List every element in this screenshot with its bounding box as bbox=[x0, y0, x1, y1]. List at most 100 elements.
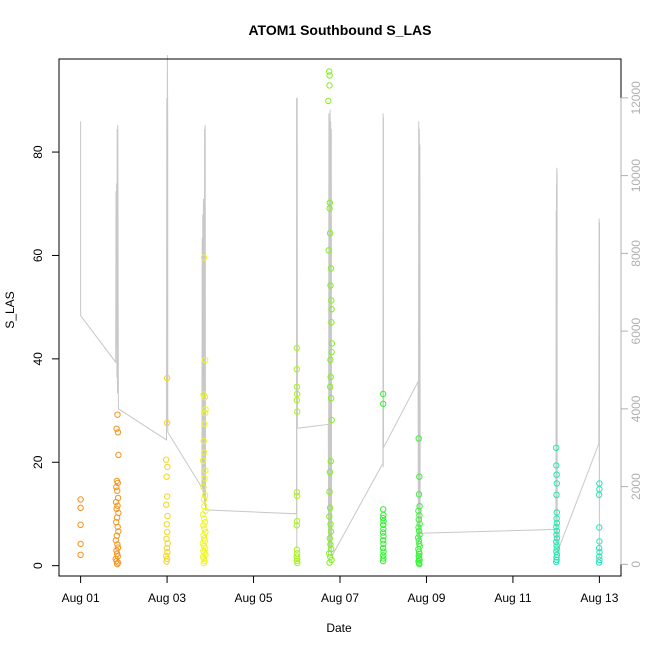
data-point bbox=[163, 521, 171, 528]
data-point bbox=[416, 560, 423, 568]
data-point bbox=[327, 395, 335, 402]
data-point bbox=[114, 544, 122, 551]
data-point bbox=[326, 513, 333, 520]
data-point bbox=[327, 541, 334, 548]
data-point bbox=[415, 524, 422, 531]
data-point bbox=[415, 534, 422, 541]
y-axis-left: 0 20 40 60 80 bbox=[31, 145, 60, 569]
data-point bbox=[199, 511, 207, 518]
y2-tick-label: 4000 bbox=[629, 395, 643, 422]
chart-title: ATOM1 Southbound S_LAS bbox=[248, 22, 431, 38]
data-point bbox=[164, 463, 171, 471]
data-point bbox=[293, 518, 301, 525]
y-axis-label: S_LAS bbox=[3, 291, 17, 328]
data-point bbox=[380, 521, 387, 528]
data-point bbox=[163, 555, 171, 563]
data-point bbox=[326, 504, 334, 511]
data-point bbox=[326, 468, 334, 476]
data-point bbox=[200, 496, 208, 503]
data-point bbox=[327, 521, 334, 528]
data-point bbox=[595, 544, 603, 552]
x-axis-label: Date bbox=[326, 621, 352, 635]
data-point bbox=[200, 559, 207, 567]
data-point bbox=[327, 373, 334, 381]
data-point bbox=[294, 559, 301, 567]
data-point bbox=[415, 507, 422, 515]
data-point bbox=[415, 527, 423, 535]
data-point bbox=[553, 480, 560, 487]
data-point bbox=[163, 456, 170, 463]
data-point bbox=[113, 514, 121, 521]
data-point bbox=[200, 483, 207, 491]
data-point bbox=[202, 406, 209, 413]
data-point bbox=[163, 419, 171, 427]
data-point bbox=[293, 383, 301, 390]
data-point bbox=[294, 408, 301, 415]
data-point bbox=[326, 559, 333, 566]
y-axis-right: 0 2000 4000 6000 8000 10000 12000 bbox=[620, 81, 643, 568]
data-point bbox=[326, 68, 333, 75]
data-point bbox=[114, 541, 121, 548]
data-point bbox=[201, 393, 209, 401]
data-point bbox=[113, 547, 120, 554]
x-tick-label: Aug 01 bbox=[62, 591, 100, 605]
data-point bbox=[380, 390, 387, 398]
x-tick-label: Aug 05 bbox=[235, 591, 273, 605]
data-point bbox=[596, 538, 603, 545]
data-point bbox=[553, 531, 560, 538]
data-point bbox=[327, 282, 334, 289]
data-point bbox=[596, 556, 603, 564]
data-point bbox=[327, 458, 334, 465]
data-point bbox=[199, 457, 207, 464]
data-point bbox=[114, 429, 122, 436]
data-point bbox=[326, 535, 333, 542]
data-point bbox=[202, 409, 209, 417]
data-point bbox=[379, 529, 387, 536]
data-point bbox=[201, 492, 209, 499]
data-point bbox=[293, 397, 300, 404]
x-tick-label: Aug 03 bbox=[148, 591, 186, 605]
data-point bbox=[77, 551, 84, 558]
data-point bbox=[327, 383, 334, 390]
data-point bbox=[113, 532, 121, 539]
data-point bbox=[77, 521, 84, 528]
x-axis: Aug 01 Aug 03 Aug 05 Aug 07 Aug 09 Aug 11 Aug … bbox=[62, 575, 619, 605]
data-point bbox=[328, 348, 335, 356]
data-point bbox=[114, 479, 122, 487]
data-point bbox=[553, 462, 560, 469]
data-point bbox=[113, 505, 120, 512]
data-point bbox=[200, 515, 208, 522]
data-point bbox=[293, 553, 300, 560]
data-point bbox=[380, 400, 387, 407]
y2-tick-label: 12000 bbox=[629, 81, 643, 115]
data-point bbox=[416, 531, 423, 538]
data-point bbox=[415, 435, 422, 442]
data-point bbox=[326, 488, 333, 495]
data-point bbox=[326, 230, 334, 237]
data-point bbox=[113, 425, 120, 432]
data-point bbox=[553, 471, 560, 478]
data-point bbox=[328, 340, 336, 347]
data-point bbox=[553, 491, 560, 498]
data-point bbox=[115, 528, 122, 535]
data-point bbox=[114, 487, 121, 494]
line-series bbox=[80, 55, 600, 557]
data-point bbox=[202, 467, 209, 474]
data-point bbox=[202, 528, 209, 536]
data-point bbox=[163, 558, 170, 565]
y-tick-label: 60 bbox=[31, 248, 45, 262]
data-point bbox=[415, 491, 423, 498]
data-point bbox=[327, 265, 335, 272]
y2-tick-label: 2000 bbox=[629, 473, 643, 500]
data-point bbox=[553, 527, 560, 535]
data-point bbox=[115, 451, 122, 459]
data-point bbox=[77, 540, 84, 548]
data-point bbox=[553, 520, 561, 527]
data-point bbox=[379, 514, 387, 522]
data-point bbox=[595, 491, 603, 498]
data-point bbox=[416, 473, 423, 480]
x-tick-label: Aug 11 bbox=[494, 591, 531, 605]
data-point bbox=[380, 540, 387, 548]
points-series bbox=[77, 68, 603, 568]
